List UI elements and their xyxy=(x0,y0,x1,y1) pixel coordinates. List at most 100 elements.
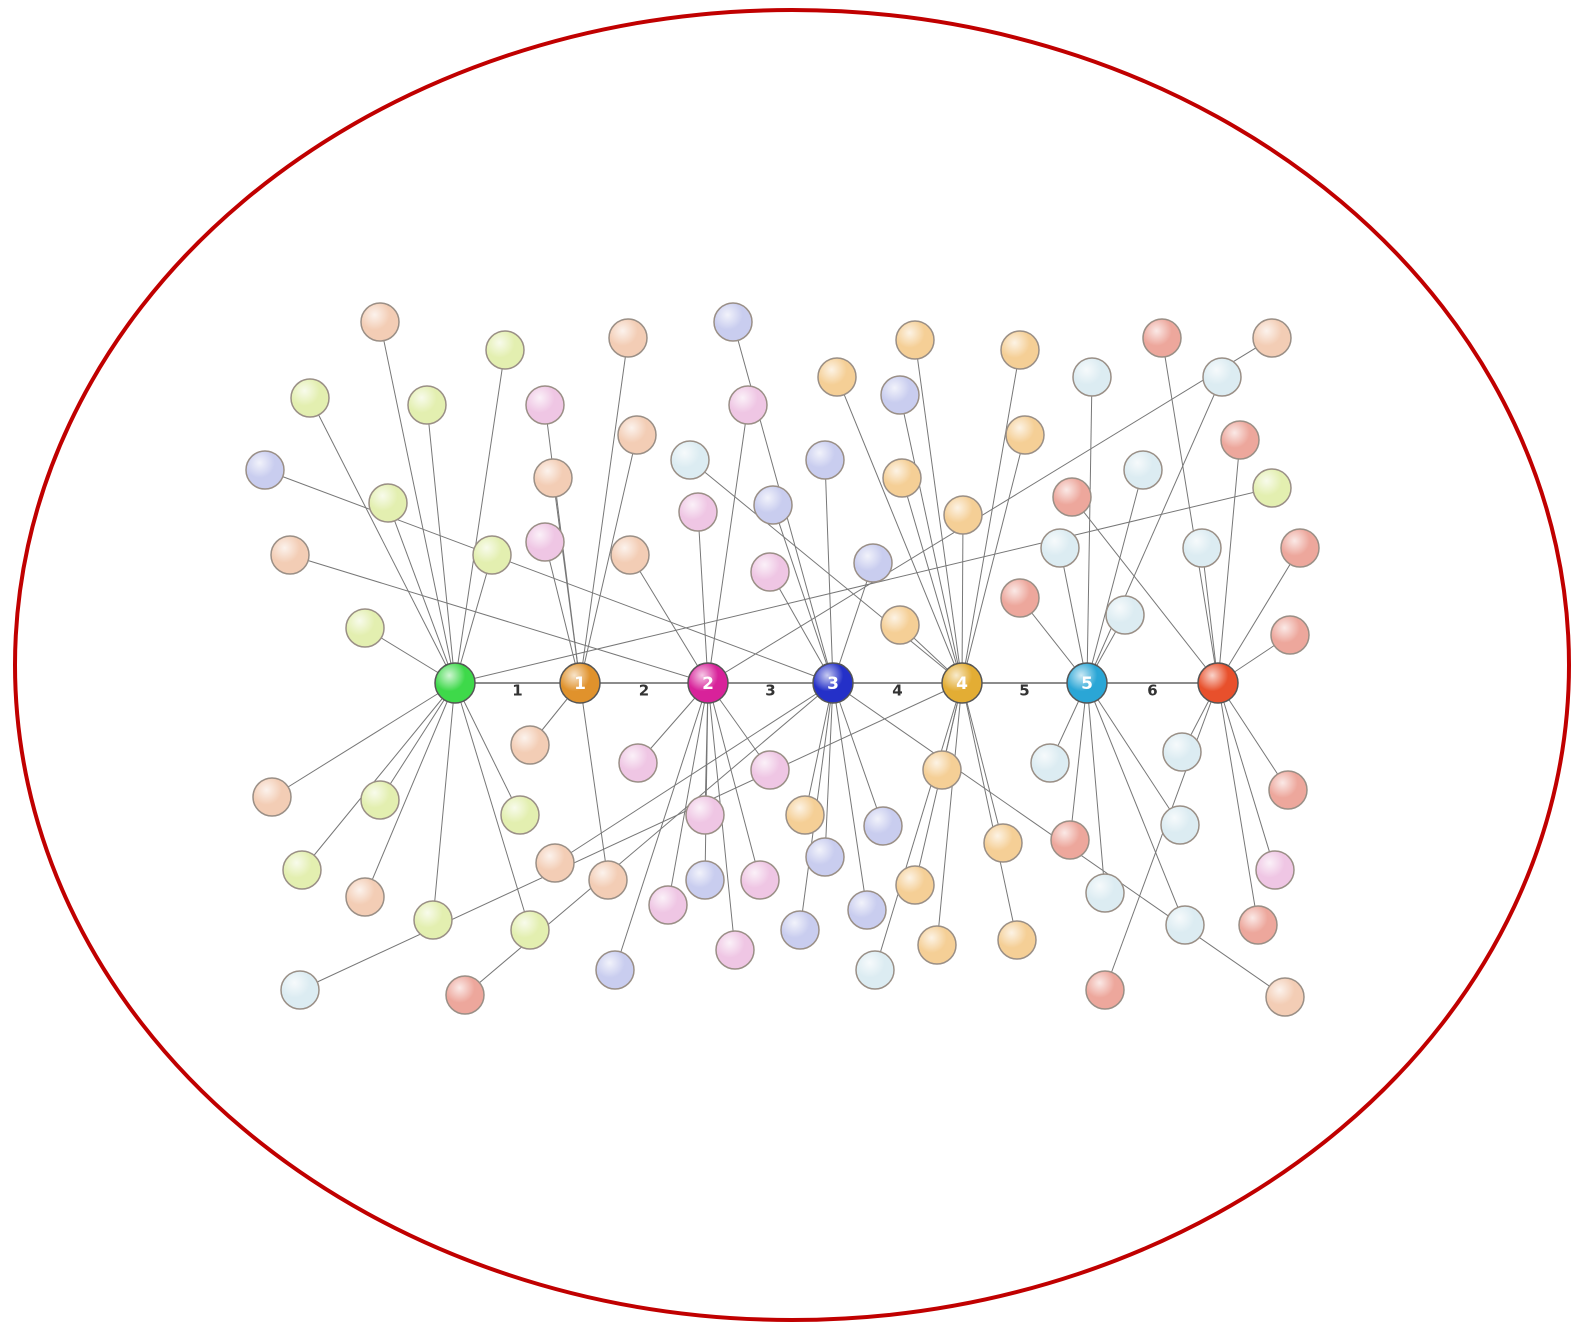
labels: 1 2 3 4 5 1 2 3 4 5 6 xyxy=(512,674,1157,700)
node-shine xyxy=(1204,359,1240,395)
edge xyxy=(1217,682,1259,926)
hub-shine xyxy=(943,664,981,702)
node-shine xyxy=(897,867,933,903)
edge xyxy=(824,459,834,684)
hub-label: 4 xyxy=(956,674,968,694)
edge xyxy=(961,349,1021,684)
nodes xyxy=(245,302,1320,1017)
edge xyxy=(454,554,493,684)
node-shine xyxy=(347,879,383,915)
edge xyxy=(1086,376,1223,684)
node-shine xyxy=(1074,359,1110,395)
edge xyxy=(544,541,581,684)
node-shine xyxy=(807,839,843,875)
edge xyxy=(1086,682,1181,826)
edge xyxy=(707,337,1273,684)
node-shine xyxy=(347,610,383,646)
edge-label: 6 xyxy=(1147,682,1157,700)
node-shine xyxy=(687,862,723,898)
edge xyxy=(379,321,456,684)
node-shine xyxy=(819,359,855,395)
node-shine xyxy=(1054,479,1090,515)
hub-label: 3 xyxy=(827,674,839,694)
node-shine xyxy=(282,972,318,1008)
node-shine xyxy=(680,494,716,530)
edge xyxy=(707,682,761,881)
node-shine xyxy=(717,932,753,968)
node-shine xyxy=(865,808,901,844)
edge xyxy=(1161,337,1219,684)
edge-label: 5 xyxy=(1019,682,1029,700)
edge xyxy=(379,682,456,801)
edge xyxy=(454,682,521,816)
edge xyxy=(299,682,963,991)
node-shine xyxy=(1144,320,1180,356)
node-shine xyxy=(1282,530,1318,566)
hub-label: 5 xyxy=(1081,674,1093,694)
edge xyxy=(454,349,506,684)
node-shine xyxy=(1240,907,1276,943)
edge xyxy=(961,514,964,684)
node-shine xyxy=(620,745,656,781)
node-shine xyxy=(730,387,766,423)
node-shine xyxy=(362,782,398,818)
node-shine xyxy=(415,902,451,938)
edge xyxy=(579,682,609,881)
node-shine xyxy=(650,887,686,923)
edge xyxy=(1086,376,1093,684)
edge-label: 1 xyxy=(512,682,522,700)
node-shine xyxy=(447,977,483,1013)
node-shine xyxy=(897,322,933,358)
node-shine xyxy=(687,797,723,833)
node-shine xyxy=(1257,852,1293,888)
node-shine xyxy=(715,304,751,340)
node-shine xyxy=(1184,530,1220,566)
node-shine xyxy=(1254,470,1290,506)
node-shine xyxy=(884,460,920,496)
node-shine xyxy=(610,320,646,356)
edge xyxy=(271,682,456,798)
node-shine xyxy=(1087,875,1123,911)
node-shine xyxy=(1002,332,1038,368)
node-shine xyxy=(537,845,573,881)
hub-shine xyxy=(1199,664,1237,702)
edge xyxy=(697,511,709,684)
node-shine xyxy=(292,380,328,416)
edge xyxy=(1217,547,1301,684)
node-shine xyxy=(807,442,843,478)
edge xyxy=(689,459,963,684)
node-shine xyxy=(752,554,788,590)
node-shine xyxy=(1107,597,1143,633)
edge xyxy=(804,682,834,816)
node-shine xyxy=(535,460,571,496)
hub-shine xyxy=(436,664,474,702)
node-shine xyxy=(512,727,548,763)
node-shine xyxy=(1042,530,1078,566)
edge xyxy=(1086,682,1186,926)
node-shine xyxy=(1087,972,1123,1008)
edge xyxy=(289,554,709,684)
edge xyxy=(301,682,456,871)
edge xyxy=(364,682,456,898)
frame-ellipse xyxy=(13,8,1571,1322)
edge xyxy=(1201,547,1219,684)
node-shine xyxy=(590,862,626,898)
edge xyxy=(1217,682,1289,791)
node-shine xyxy=(742,862,778,898)
edge xyxy=(899,394,963,684)
node-shine xyxy=(284,852,320,888)
node-shine xyxy=(752,752,788,788)
edge xyxy=(579,434,638,684)
node-shine xyxy=(999,922,1035,958)
node-shine xyxy=(370,485,406,521)
node-shine xyxy=(254,779,290,815)
edge xyxy=(1086,469,1144,684)
node-shine xyxy=(782,912,818,948)
node-shine xyxy=(1272,617,1308,653)
node-shine xyxy=(755,487,791,523)
node-shine xyxy=(487,332,523,368)
node-shine xyxy=(1032,745,1068,781)
edge xyxy=(914,339,963,684)
node-shine xyxy=(1222,422,1258,458)
node-shine xyxy=(1270,772,1306,808)
